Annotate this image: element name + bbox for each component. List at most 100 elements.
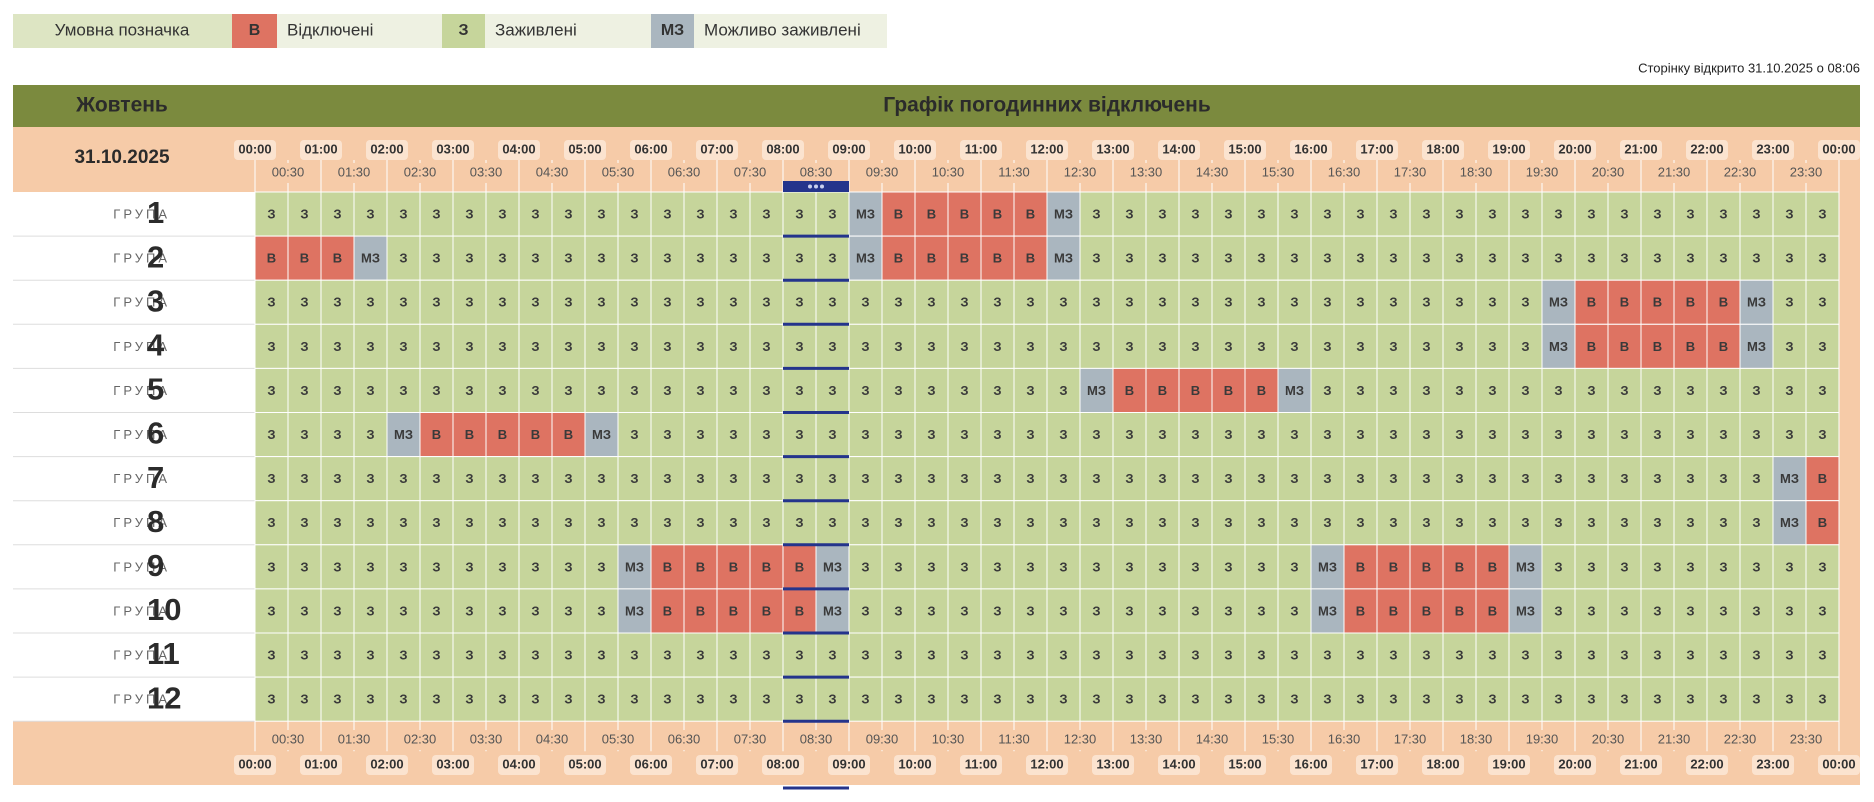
slot-cell [650,456,685,502]
slot-cell [1607,367,1642,413]
hour-label-bg [564,755,606,775]
slot-status: З [960,295,968,310]
slot-cell [518,235,553,281]
slot-cell [1706,500,1741,546]
slot-status: З [861,471,869,486]
slot-status: З [1290,206,1298,221]
slot-cell [1244,323,1279,369]
slot-status: З [1521,471,1529,486]
group-number: 7 [147,460,164,495]
slot-status: З [1455,295,1463,310]
hour-label: 19:00 [1492,756,1525,771]
slot-status: В [1158,383,1167,398]
half-label-bg [267,163,309,183]
slot-status: З [399,251,407,266]
slot-status: З [498,295,506,310]
half-label-bg [1059,730,1101,750]
slot-status: З [399,383,407,398]
hour-label-bg [1356,140,1398,160]
slot-cell [419,544,454,590]
slot-cell [518,323,553,369]
slot-status: З [1026,603,1034,618]
slot-status: МЗ [1747,295,1766,310]
slot-cell [584,500,619,546]
slot-status: З [1191,647,1199,662]
half-label: 02:30 [404,164,437,179]
slot-cell [1211,632,1246,678]
half-label-bg [531,730,573,750]
slot-cell [947,500,982,546]
slot-cell [1376,456,1411,502]
slot-status: З [498,383,506,398]
slot-status: З [729,339,737,354]
slot-cell [1178,456,1213,502]
half-label: 14:30 [1196,164,1229,179]
group-label: ГРУПА [113,295,170,310]
slot-status: З [1686,471,1694,486]
slot-status: З [1356,515,1364,530]
slot-status: З [1158,603,1166,618]
slot-cell [1211,191,1246,237]
slot-status: З [1257,559,1265,574]
slot-cell [452,544,487,590]
slot-status: В [1125,383,1134,398]
slot-cell [1574,456,1609,502]
slot-cell [716,367,751,413]
slot-status: З [1290,559,1298,574]
slot-status: З [465,603,473,618]
slot-status: З [927,515,935,530]
hour-label-bg [1092,755,1134,775]
slot-cell [419,235,454,281]
slot-status: З [1290,692,1298,707]
half-label-bg [1587,730,1629,750]
hour-label-bg [696,755,738,775]
slot-cell [947,412,982,458]
slot-cell [1112,235,1147,281]
slot-status: МЗ [361,251,380,266]
slot-cell [1805,323,1840,369]
slot-status: З [1158,339,1166,354]
slot-status: З [696,206,704,221]
slot-status: З [1125,471,1133,486]
half-label-bg [1389,163,1431,183]
slot-cell [1442,191,1477,237]
slot-status: З [1125,206,1133,221]
slot-cell [1805,500,1840,546]
slot-status: З [531,515,539,530]
slot-status: З [267,295,275,310]
slot-cell [1475,235,1510,281]
hour-label: 22:00 [1690,756,1723,771]
half-label: 10:30 [932,731,965,746]
slot-status: З [1818,692,1826,707]
slot-status: З [993,515,1001,530]
slot-status: МЗ [1516,603,1535,618]
slot-cell [881,279,916,325]
slot-status: З [498,471,506,486]
hour-label: 01:00 [304,756,337,771]
hour-label: 00:00 [1822,141,1855,156]
slot-status: З [1422,383,1430,398]
group-label: ГРУПА [113,427,170,442]
slot-status: З [432,383,440,398]
slot-status: З [564,383,572,398]
slot-cell [1046,279,1081,325]
slot-status: З [366,295,374,310]
slot-status: З [1092,427,1100,442]
slot-status: З [366,692,374,707]
slot-status: З [729,383,737,398]
slot-status: З [564,471,572,486]
slot-status: З [564,647,572,662]
slot-status: З [993,647,1001,662]
slot-status: З [861,603,869,618]
slot-status: З [465,295,473,310]
slot-status: З [1092,647,1100,662]
slot-cell [914,500,949,546]
half-label: 06:30 [668,731,701,746]
slot-cell [1112,676,1147,722]
slot-status: З [1422,206,1430,221]
slot-cell [947,323,982,369]
slot-cell [716,500,751,546]
hour-label-bg [1026,140,1068,160]
slot-status: З [960,383,968,398]
slot-status: З [1422,339,1430,354]
